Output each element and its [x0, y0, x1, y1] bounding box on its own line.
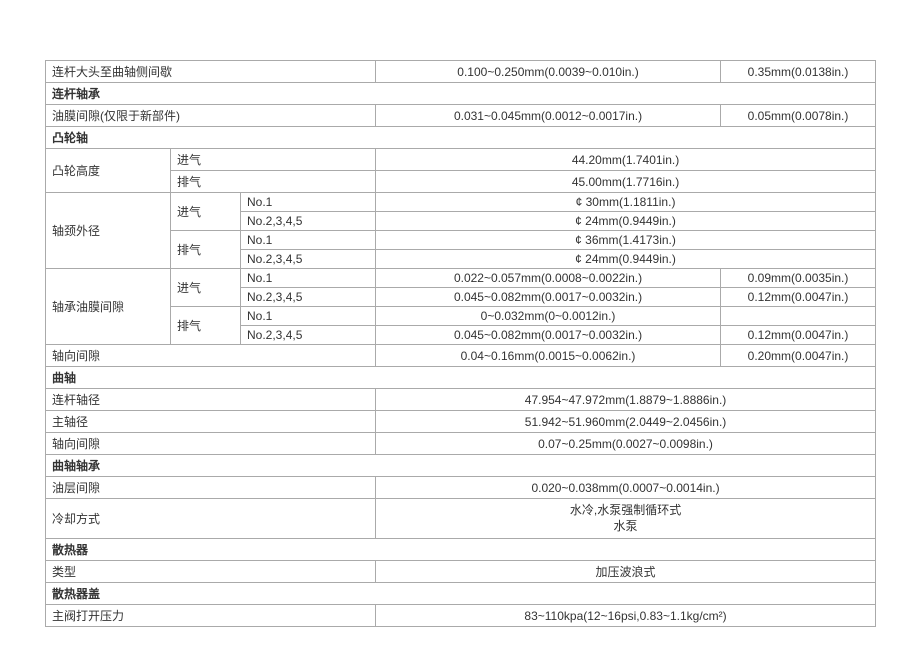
row-label: 轴颈外径 [46, 193, 171, 269]
sub-label: 进气 [171, 149, 376, 171]
row-label: 油层间隙 [46, 477, 376, 499]
row-label: 连杆轴径 [46, 389, 376, 411]
row-value: ¢ 30mm(1.1811in.) [376, 193, 876, 212]
row-value: 0.07~0.25mm(0.0027~0.0098in.) [376, 433, 876, 455]
row-limit: 0.05mm(0.0078in.) [721, 105, 876, 127]
row-label: 主阀打开压力 [46, 605, 376, 627]
sub-label: No.2,3,4,5 [241, 326, 376, 345]
row-limit: 0.12mm(0.0047in.) [721, 326, 876, 345]
sub-label: No.2,3,4,5 [241, 288, 376, 307]
section-header: 散热器盖 [46, 583, 876, 605]
sub-label: No.2,3,4,5 [241, 250, 376, 269]
row-value: 83~110kpa(12~16psi,0.83~1.1kg/cm²) [376, 605, 876, 627]
sub-label: 排气 [171, 171, 376, 193]
row-label: 主轴径 [46, 411, 376, 433]
row-value: 0.045~0.082mm(0.0017~0.0032in.) [376, 288, 721, 307]
row-limit: 0.09mm(0.0035in.) [721, 269, 876, 288]
sub-label: 排气 [171, 231, 241, 269]
sub-label: No.2,3,4,5 [241, 212, 376, 231]
row-label: 轴向间隙 [46, 345, 376, 367]
sub-label: No.1 [241, 231, 376, 250]
section-header: 散热器 [46, 539, 876, 561]
row-value: ¢ 36mm(1.4173in.) [376, 231, 876, 250]
row-value: 0.04~0.16mm(0.0015~0.0062in.) [376, 345, 721, 367]
row-value: 0.100~0.250mm(0.0039~0.010in.) [376, 61, 721, 83]
row-value: 0.022~0.057mm(0.0008~0.0022in.) [376, 269, 721, 288]
row-value: 0.031~0.045mm(0.0012~0.0017in.) [376, 105, 721, 127]
row-value: 47.954~47.972mm(1.8879~1.8886in.) [376, 389, 876, 411]
row-value: ¢ 24mm(0.9449in.) [376, 212, 876, 231]
section-header: 凸轮轴 [46, 127, 876, 149]
sub-label: 排气 [171, 307, 241, 345]
sub-label: No.1 [241, 269, 376, 288]
sub-label: 进气 [171, 193, 241, 231]
row-label: 轴向间隙 [46, 433, 376, 455]
section-header: 连杆轴承 [46, 83, 876, 105]
row-value: 0.020~0.038mm(0.0007~0.0014in.) [376, 477, 876, 499]
row-value: 51.942~51.960mm(2.0449~2.0456in.) [376, 411, 876, 433]
section-header: 曲轴轴承 [46, 455, 876, 477]
row-value: 水冷,水泵强制循环式 水泵 [376, 499, 876, 539]
row-limit: 0.12mm(0.0047in.) [721, 288, 876, 307]
section-header: 曲轴 [46, 367, 876, 389]
row-limit [721, 307, 876, 326]
row-value: 0~0.032mm(0~0.0012in.) [376, 307, 721, 326]
row-label: 油膜间隙(仅限于新部件) [46, 105, 376, 127]
row-label: 凸轮高度 [46, 149, 171, 193]
row-label: 连杆大头至曲轴侧间歇 [46, 61, 376, 83]
spec-table: 连杆大头至曲轴侧间歇 0.100~0.250mm(0.0039~0.010in.… [45, 60, 876, 627]
row-value: 0.045~0.082mm(0.0017~0.0032in.) [376, 326, 721, 345]
sub-label: 进气 [171, 269, 241, 307]
row-limit: 0.20mm(0.0047in.) [721, 345, 876, 367]
row-limit: 0.35mm(0.0138in.) [721, 61, 876, 83]
row-value: 加压波浪式 [376, 561, 876, 583]
row-value: 45.00mm(1.7716in.) [376, 171, 876, 193]
row-value: ¢ 24mm(0.9449in.) [376, 250, 876, 269]
row-label: 轴承油膜间隙 [46, 269, 171, 345]
cooling-line2: 水泵 [614, 519, 638, 533]
sub-label: No.1 [241, 193, 376, 212]
sub-label: No.1 [241, 307, 376, 326]
row-label: 类型 [46, 561, 376, 583]
row-value: 44.20mm(1.7401in.) [376, 149, 876, 171]
row-label: 冷却方式 [46, 499, 376, 539]
cooling-line1: 水冷,水泵强制循环式 [570, 503, 681, 517]
